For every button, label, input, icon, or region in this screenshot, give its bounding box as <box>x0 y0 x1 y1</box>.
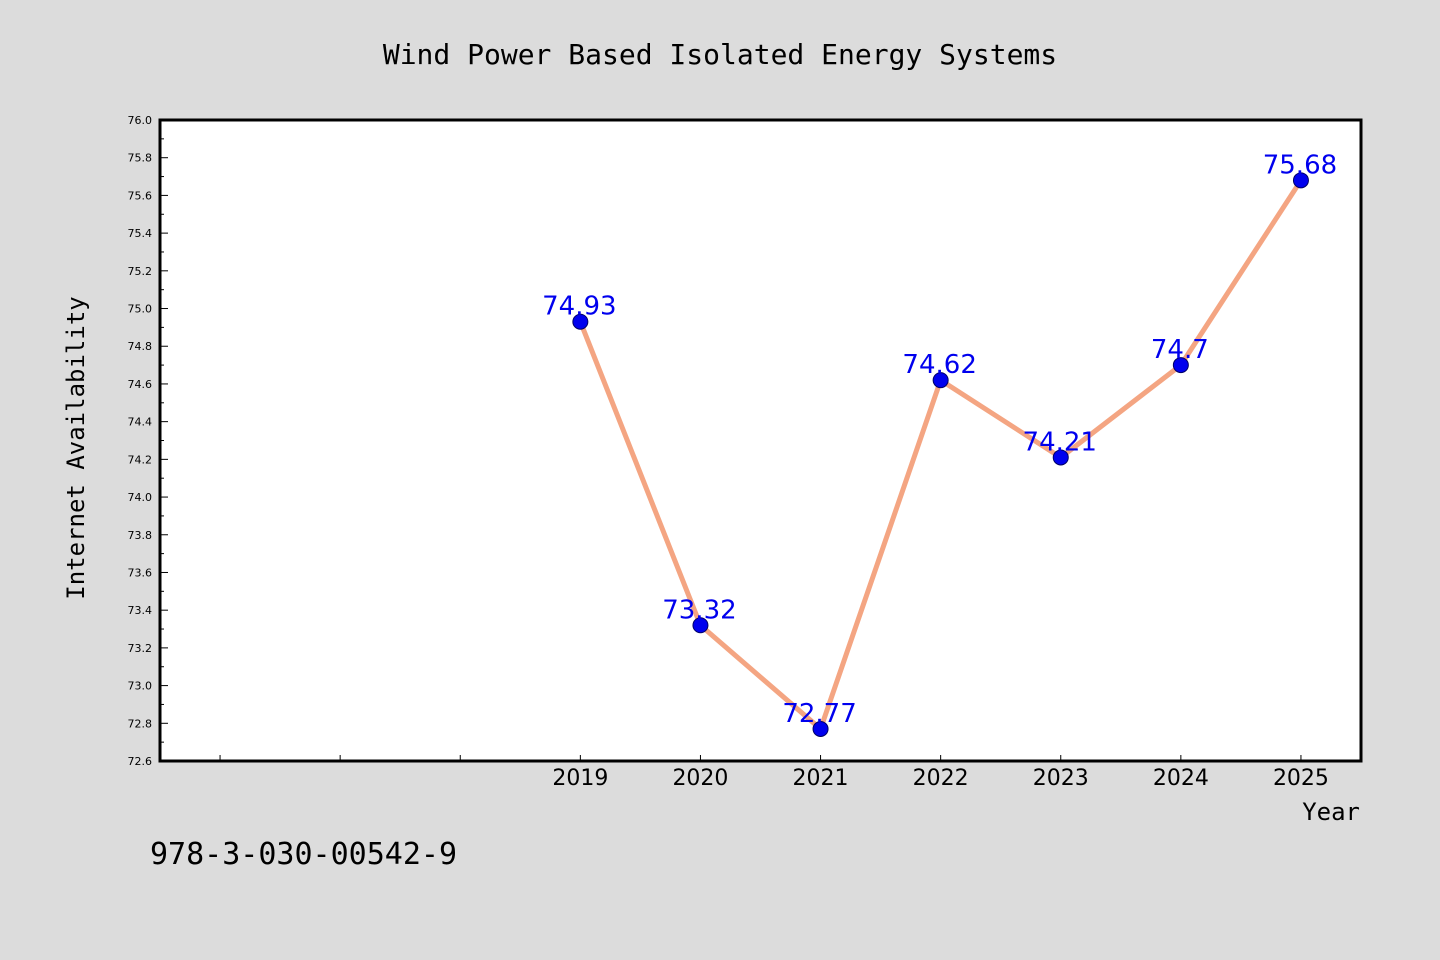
data-point-label: 75.68 <box>1263 150 1337 180</box>
data-point-label: 74.21 <box>1023 427 1097 457</box>
data-point-marker <box>1052 449 1069 466</box>
y-tick-label: 75.8 <box>128 152 153 165</box>
y-tick-label: 73.4 <box>128 604 153 617</box>
data-labels: 74.93 73.32 72.77 74.62 74.21 74.7 75.68 <box>542 150 1337 729</box>
y-tick-label: 73.8 <box>128 529 153 542</box>
x-tick-label: 2020 <box>672 766 728 791</box>
x-tick-label: 2024 <box>1153 766 1209 791</box>
data-point-marker <box>932 372 949 389</box>
y-tick-label: 76.0 <box>128 114 153 127</box>
isbn-footnote: 978-3-030-00542-9 <box>150 837 457 872</box>
data-point-label: 74.93 <box>542 292 616 322</box>
series-markers <box>572 172 1309 737</box>
y-tick-label: 75.0 <box>128 303 153 316</box>
y-tick-label: 75.6 <box>128 189 153 202</box>
data-point-label: 74.62 <box>902 350 976 380</box>
y-axis-label: Internet Availability <box>62 296 90 599</box>
data-point-marker <box>572 313 589 330</box>
x-tick-label: 2021 <box>793 766 849 791</box>
y-tick-label: 74.2 <box>128 453 153 466</box>
data-point-marker <box>1292 172 1309 189</box>
y-tick-label: 74.6 <box>128 378 153 391</box>
y-tick-label: 75.4 <box>128 227 153 240</box>
y-axis: 72.6 72.8 73.0 73.2 73.4 73.6 73.8 74.0 74.2 74.4… <box>128 114 168 768</box>
x-axis: 2019 2020 2021 2022 2023 2024 2025 <box>219 755 1329 791</box>
y-tick-label: 74.4 <box>128 416 153 429</box>
x-tick-label: 2022 <box>913 766 969 791</box>
x-tick-label: 2025 <box>1273 766 1329 791</box>
y-tick-label: 72.8 <box>128 717 153 730</box>
data-point-label: 74.7 <box>1151 335 1209 365</box>
data-point-marker <box>692 617 709 634</box>
y-tick-label: 73.2 <box>128 642 153 655</box>
y-tick-label: 75.2 <box>128 265 153 278</box>
y-tick-label: 74.8 <box>128 340 153 353</box>
x-axis-label: Year <box>1302 798 1360 826</box>
data-point-label: 73.32 <box>662 595 736 625</box>
y-tick-label: 74.0 <box>128 491 153 504</box>
data-point-marker <box>1172 357 1189 374</box>
y-tick-label: 73.0 <box>128 680 153 693</box>
y-tick-label: 72.6 <box>128 755 153 768</box>
x-tick-label: 2019 <box>552 766 608 791</box>
data-point-label: 72.77 <box>782 699 856 729</box>
x-tick-label: 2023 <box>1033 766 1089 791</box>
plot-area <box>158 118 1363 763</box>
chart-title: Wind Power Based Isolated Energy Systems <box>383 38 1057 71</box>
data-point-marker <box>812 720 829 737</box>
y-tick-label: 73.6 <box>128 566 153 579</box>
